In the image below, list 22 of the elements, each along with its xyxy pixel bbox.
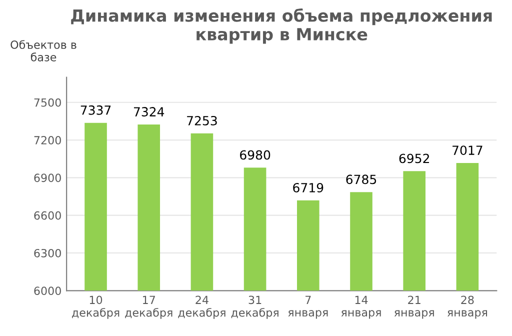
data-label: 7324: [134, 107, 164, 116]
data-label: 6719: [293, 182, 324, 192]
data-label: 7017: [452, 146, 482, 156]
data-label: 7337: [80, 105, 111, 115]
data-label: 7253: [187, 116, 217, 126]
y-tick-label: 6000: [34, 286, 61, 296]
y-tick-label: 6900: [34, 174, 61, 182]
y-tick-label: 7500: [34, 98, 61, 107]
x-tick-label: 24 декабря: [178, 296, 226, 319]
y-tick-label: 6300: [34, 248, 61, 258]
x-tick-label: 7 января: [288, 296, 328, 319]
x-tick-label: 31 декабря: [231, 296, 278, 319]
x-tick-label: 28 января: [448, 296, 488, 319]
x-tick-label: 17 декабря: [125, 296, 172, 319]
x-tick-label: 14 января: [341, 296, 381, 319]
y-tick-label: 7200: [34, 136, 61, 144]
data-label: 6785: [346, 174, 376, 184]
data-label: 6952: [399, 154, 429, 164]
y-tick-label: 6600: [34, 211, 61, 220]
x-tick-label: 10 декабря: [72, 296, 120, 319]
data-label: 6980: [240, 150, 270, 160]
x-tick-label: 21 января: [394, 296, 434, 319]
